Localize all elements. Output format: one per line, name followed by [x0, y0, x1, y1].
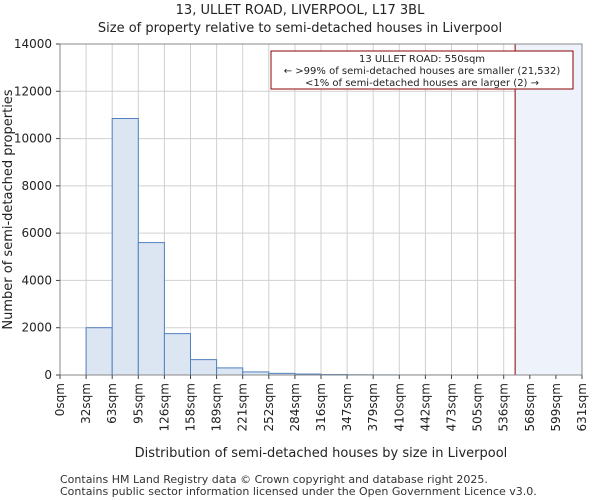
- x-tick-label: 95sqm: [131, 383, 145, 424]
- y-tick-label: 4000: [21, 273, 52, 287]
- x-tick-label: 63sqm: [105, 383, 119, 424]
- chart-title: 13, ULLET ROAD, LIVERPOOL, L17 3BL: [175, 3, 425, 18]
- annotation-line-3: <1% of semi-detached houses are larger (…: [305, 78, 539, 89]
- x-tick-label: 221sqm: [236, 383, 250, 431]
- x-tick-label: 252sqm: [262, 383, 276, 431]
- y-tick-label: 0: [44, 368, 52, 382]
- x-tick-label: 505sqm: [471, 383, 485, 431]
- bar-158sqm: [190, 359, 218, 376]
- x-tick-label: 473sqm: [445, 383, 459, 431]
- bar-32sqm: [85, 327, 113, 376]
- footer-copyright: Contains HM Land Registry data © Crown c…: [60, 473, 488, 486]
- x-tick-label: 0sqm: [53, 383, 67, 416]
- footer-licence: Contains public sector information licen…: [60, 485, 537, 498]
- y-tick-label: 12000: [14, 84, 52, 98]
- x-tick-label: 599sqm: [549, 383, 563, 431]
- bar-126sqm: [163, 333, 191, 376]
- x-tick-label: 568sqm: [523, 383, 537, 431]
- x-tick-label: 284sqm: [288, 383, 302, 431]
- x-tick-label: 347sqm: [340, 383, 354, 431]
- x-tick-label: 189sqm: [210, 383, 224, 431]
- x-axis-ticks: 0sqm 32sqm 63sqm 95sqm 126sqm 158sqm 189sqm 221…: [53, 375, 589, 431]
- y-tick-label: 6000: [21, 226, 52, 240]
- x-tick-label: 32sqm: [79, 383, 93, 424]
- y-tick-label: 2000: [21, 321, 52, 335]
- bars: [85, 117, 505, 376]
- chart-subtitle: Size of property relative to semi-detach…: [97, 21, 503, 36]
- bar-189sqm: [216, 367, 244, 376]
- y-tick-label: 14000: [14, 37, 52, 51]
- x-tick-label: 316sqm: [314, 383, 328, 431]
- bar-63sqm: [111, 117, 139, 376]
- y-axis-ticks: 0 2000 4000 6000 8000 10000 12000 14000: [14, 37, 60, 382]
- annotation-box: 13 ULLET ROAD: 550sqm ← >99% of semi-det…: [270, 50, 574, 90]
- y-tick-label: 8000: [21, 179, 52, 193]
- y-tick-label: 10000: [14, 132, 52, 146]
- annotation-line-1: 13 ULLET ROAD: 550sqm: [359, 54, 485, 65]
- x-tick-label: 379sqm: [366, 383, 380, 431]
- x-tick-label: 631sqm: [575, 383, 589, 431]
- bar-95sqm: [137, 242, 165, 376]
- larger-region-shade: [515, 44, 582, 375]
- y-axis-label: Number of semi-detached properties: [1, 89, 16, 329]
- x-tick-label: 410sqm: [392, 383, 406, 431]
- x-tick-label: 158sqm: [184, 383, 198, 431]
- x-tick-label: 442sqm: [418, 383, 432, 431]
- x-axis-label: Distribution of semi-detached houses by …: [135, 446, 508, 461]
- x-tick-label: 536sqm: [497, 383, 511, 431]
- annotation-line-2: ← >99% of semi-detached houses are small…: [284, 66, 561, 77]
- x-tick-label: 126sqm: [157, 383, 171, 431]
